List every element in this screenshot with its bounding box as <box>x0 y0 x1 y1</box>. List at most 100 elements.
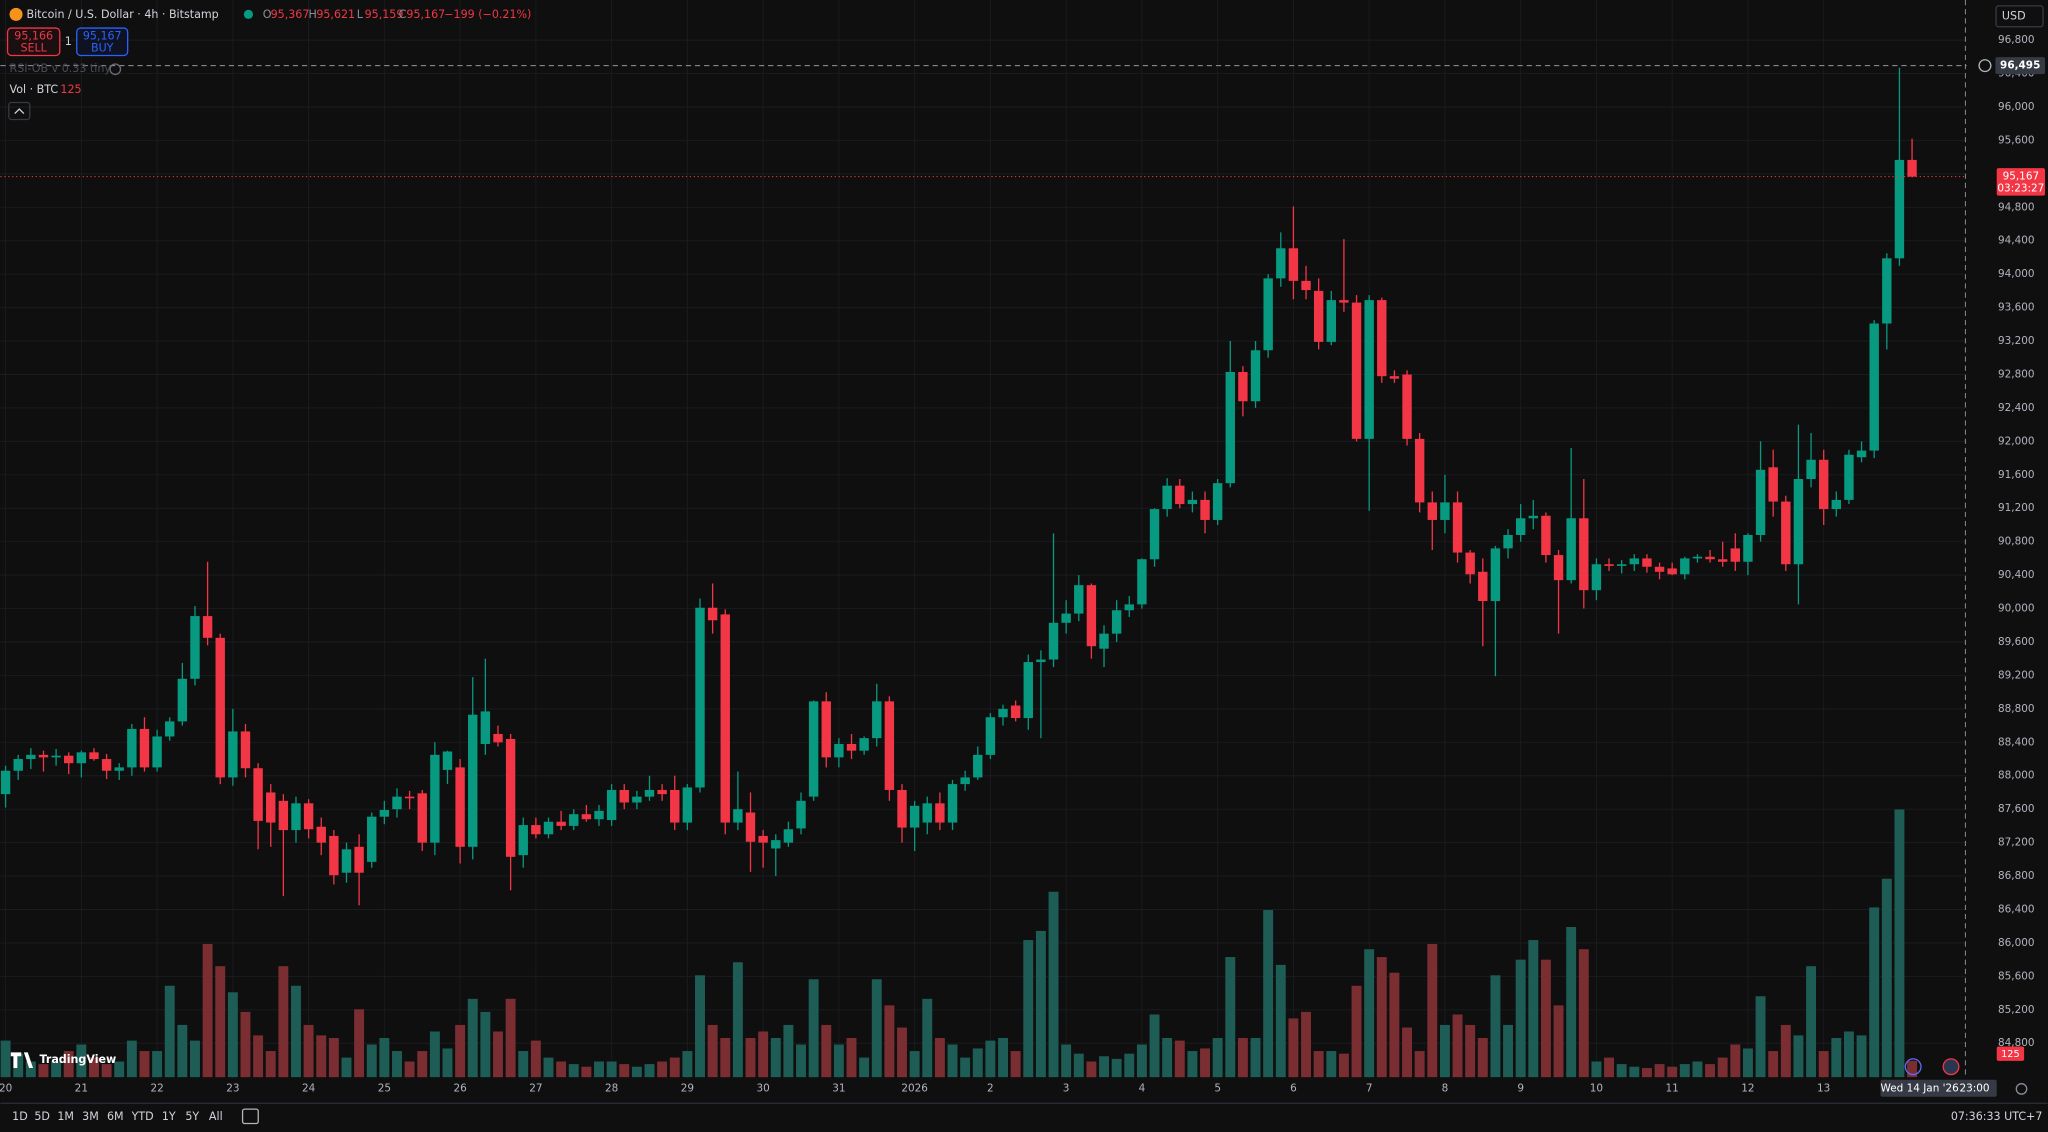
x-tick-label: 12 <box>1741 1082 1754 1094</box>
candle-body <box>745 812 756 842</box>
hide-icon[interactable] <box>109 63 122 76</box>
buy-button[interactable] <box>76 27 129 57</box>
volume-bar <box>1831 1037 1842 1078</box>
volume-bar <box>1326 1051 1337 1078</box>
y-tick-label: 92,800 <box>1998 368 2035 380</box>
candle-body <box>202 616 213 638</box>
volume-bar <box>1692 1061 1703 1078</box>
event-icon[interactable] <box>1904 1058 1922 1076</box>
candle-body <box>1831 499 1842 510</box>
candle-body <box>1692 556 1703 559</box>
candle-body <box>1162 485 1172 510</box>
y-tick-label: 90,400 <box>1998 569 2035 581</box>
ohlc-value: 95,159 <box>365 8 404 21</box>
candle-body <box>1149 509 1160 560</box>
range-button[interactable]: 3M <box>82 1110 99 1123</box>
add-alert-icon[interactable] <box>1978 59 1992 73</box>
volume-bar <box>1591 1061 1602 1078</box>
volume-bar <box>783 1024 794 1078</box>
candle-body <box>1427 502 1437 520</box>
clock[interactable]: 07:36:33 UTC+7 <box>1951 1110 2043 1123</box>
volume-bar <box>1212 1037 1223 1078</box>
candle-body <box>1654 566 1665 572</box>
candle-body <box>1781 501 1791 565</box>
candle-body <box>165 721 175 737</box>
symbol-title[interactable]: Bitcoin / U.S. Dollar · 4h · Bitstamp <box>26 8 218 21</box>
volume-bar <box>13 1053 24 1078</box>
volume-bar <box>631 1066 642 1078</box>
range-button[interactable]: 5Y <box>185 1110 199 1123</box>
volume-bar <box>530 1040 541 1078</box>
date-range-icon[interactable] <box>241 1108 259 1125</box>
change: −199 (−0.21%) <box>444 8 531 21</box>
volume-bar <box>366 1044 377 1078</box>
candle-body <box>392 796 402 810</box>
volume-bar <box>1237 1037 1248 1078</box>
volume-bar <box>518 1051 529 1078</box>
y-tick-label: 93,600 <box>1998 302 2035 314</box>
volume-bar <box>0 1040 11 1078</box>
range-button[interactable]: YTD <box>131 1110 154 1123</box>
volume-bar <box>38 1064 49 1078</box>
volume-bar <box>455 1024 466 1078</box>
sell-button[interactable] <box>6 27 61 57</box>
candle-body <box>1566 518 1576 581</box>
candle-body <box>1515 518 1526 535</box>
candle-body <box>114 767 124 771</box>
candle-body <box>1124 604 1134 611</box>
settings-icon[interactable] <box>2015 1083 2028 1095</box>
x-tick-label: 5 <box>1214 1082 1221 1094</box>
volume-bar <box>303 1024 314 1078</box>
candle-body <box>266 792 276 823</box>
candle-body <box>796 800 806 829</box>
volume-bar <box>1225 957 1236 1078</box>
volume-bar <box>164 985 175 1078</box>
volume-bar <box>126 1040 137 1078</box>
candle-body <box>707 607 718 621</box>
flag-icon[interactable] <box>1942 1058 1960 1076</box>
currency-button[interactable] <box>1995 5 2044 28</box>
candle-body <box>1137 559 1147 605</box>
volume-bar <box>190 1040 200 1078</box>
candle-body <box>1377 300 1387 377</box>
range-button[interactable]: 1Y <box>162 1110 176 1123</box>
range-button[interactable]: 6M <box>107 1110 124 1123</box>
range-button[interactable]: 1M <box>57 1110 74 1123</box>
volume-bar <box>695 975 705 1078</box>
range-button[interactable]: 5D <box>34 1110 50 1123</box>
volume-bar <box>1313 1051 1324 1078</box>
volume-bar <box>354 1009 365 1078</box>
x-tick-label: 10 <box>1590 1082 1603 1094</box>
candle-body <box>1591 564 1602 591</box>
volume-bar <box>480 1011 491 1078</box>
volume-bar <box>1907 1060 1918 1078</box>
volume-bar <box>1780 1024 1791 1078</box>
y-tick-label: 96,800 <box>1998 34 2035 46</box>
candle-body <box>1074 585 1084 614</box>
indicator-title[interactable]: RSI-OB v 0.33 tiny <box>10 62 112 75</box>
volume-bar <box>720 1037 731 1078</box>
collapse-button[interactable] <box>8 101 31 121</box>
candle-body <box>354 846 364 873</box>
candle-body <box>1452 502 1463 553</box>
volume-bar <box>505 998 516 1078</box>
volume-bar <box>265 1051 276 1078</box>
x-tick-label: 2 <box>987 1082 994 1094</box>
candle-body <box>240 731 251 769</box>
candle-body <box>1111 610 1122 634</box>
y-tick-label: 86,000 <box>1998 937 2035 949</box>
range-button[interactable]: All <box>209 1110 223 1123</box>
range-button[interactable]: 1D <box>12 1110 28 1123</box>
volume-bar <box>808 979 819 1078</box>
candle-body <box>543 821 554 835</box>
candle-body <box>758 835 768 843</box>
x-tick-label: 3 <box>1063 1082 1070 1094</box>
candle-body <box>13 759 23 771</box>
y-tick-label: 91,600 <box>1998 469 2035 481</box>
volume-bar <box>278 966 289 1078</box>
y-tick-label: 89,600 <box>1998 636 2035 648</box>
candle-body <box>1225 371 1235 484</box>
y-tick-label: 96,000 <box>1998 101 2035 113</box>
volume-bar <box>1439 1024 1450 1078</box>
volume-bar <box>177 1024 188 1078</box>
